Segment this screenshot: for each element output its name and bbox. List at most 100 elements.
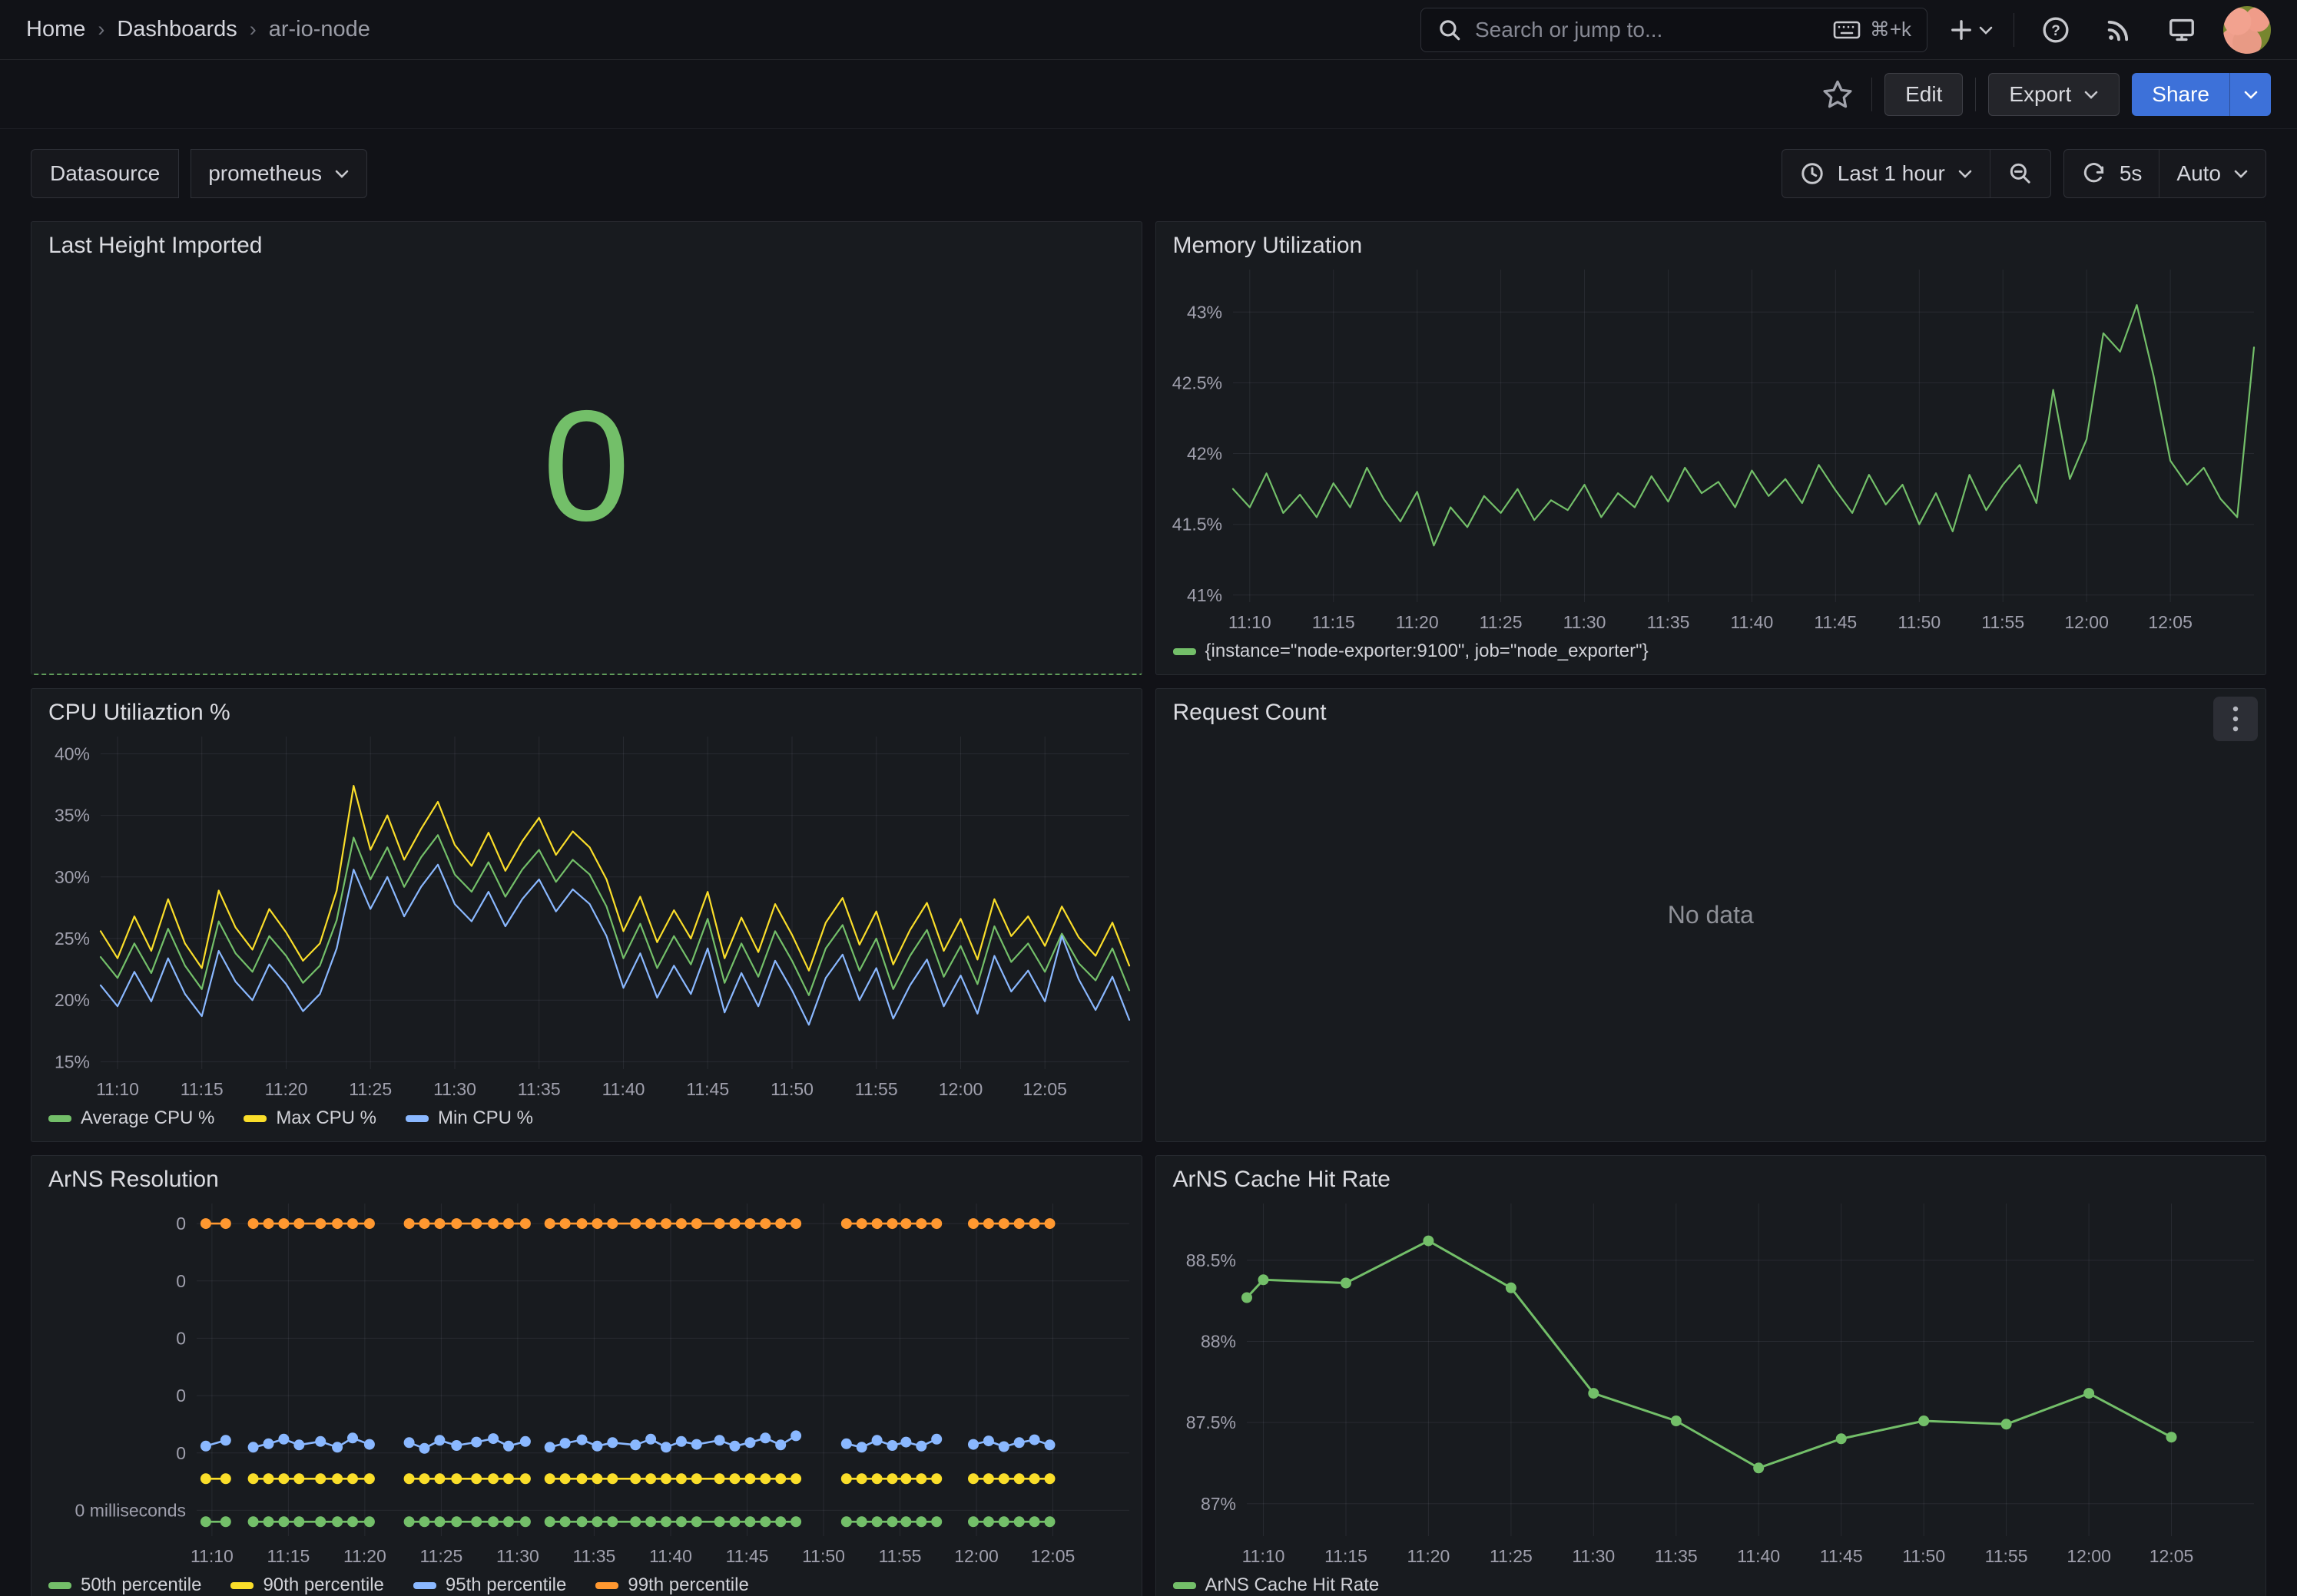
panel-title[interactable]: ArNS Cache Hit Rate (1173, 1167, 1390, 1193)
svg-text:25%: 25% (55, 929, 90, 949)
cpu-chart[interactable]: 11:1011:1511:2011:2511:3011:3511:4011:45… (31, 729, 1142, 1104)
svg-text:11:35: 11:35 (518, 1079, 561, 1099)
share-menu-button[interactable] (2229, 73, 2271, 116)
breadcrumb-separator: › (250, 18, 257, 41)
svg-text:11:50: 11:50 (802, 1546, 845, 1566)
arns-resolution-chart[interactable]: 11:1011:1511:2011:2511:3011:3511:4011:45… (31, 1196, 1142, 1571)
svg-text:12:05: 12:05 (2149, 1546, 2193, 1566)
legend-item[interactable]: 95th percentile (413, 1574, 566, 1596)
display-button[interactable] (2160, 8, 2203, 51)
svg-text:11:55: 11:55 (855, 1079, 898, 1099)
help-button[interactable]: ? (2034, 8, 2077, 51)
breadcrumb-dashboards[interactable]: Dashboards (117, 17, 237, 42)
refresh-mode-select[interactable]: Auto (2159, 150, 2266, 197)
legend-item[interactable]: 50th percentile (48, 1574, 201, 1596)
panel-header: ArNS Cache Hit Rate (1156, 1156, 2266, 1196)
refresh-button[interactable]: 5s (2064, 150, 2159, 197)
svg-text:41.5%: 41.5% (1172, 515, 1221, 535)
arns-cache-chart[interactable]: 11:1011:1511:2011:2511:3011:3511:4011:45… (1156, 1196, 2266, 1571)
memory-chart[interactable]: 11:1011:1511:2011:2511:3011:3511:4011:45… (1156, 262, 2266, 637)
search-input[interactable]: Search or jump to... ⌘+k (1420, 8, 1927, 52)
refresh-interval-label: 5s (2120, 161, 2143, 186)
breadcrumb-home[interactable]: Home (26, 17, 85, 42)
legend-label: 50th percentile (81, 1574, 201, 1596)
legend-item[interactable]: Max CPU % (244, 1108, 376, 1129)
legend-item[interactable]: Min CPU % (406, 1108, 533, 1129)
zoom-out-button[interactable] (1990, 150, 2050, 197)
time-range-picker[interactable]: Last 1 hour (1782, 150, 1990, 197)
svg-text:12:05: 12:05 (1031, 1546, 1076, 1566)
help-icon: ? (2041, 15, 2070, 45)
search-placeholder: Search or jump to... (1475, 18, 1662, 42)
series-swatch (406, 1115, 429, 1122)
series-swatch (244, 1115, 267, 1122)
datasource-value: prometheus (208, 161, 322, 186)
svg-text:0 milliseconds: 0 milliseconds (75, 1500, 186, 1520)
plus-icon (1947, 16, 1975, 44)
time-range-label: Last 1 hour (1838, 161, 1945, 186)
legend-label: 95th percentile (446, 1574, 566, 1596)
arns-resolution-legend: 50th percentile 90th percentile 95th per… (31, 1571, 1142, 1596)
svg-text:42%: 42% (1186, 444, 1221, 464)
svg-text:12:05: 12:05 (2148, 612, 2193, 632)
panel-title[interactable]: Last Height Imported (48, 233, 262, 259)
svg-text:11:55: 11:55 (1981, 612, 2024, 632)
panel-title[interactable]: CPU Utiliaztion % (48, 700, 230, 726)
panel-last-height-imported: Last Height Imported 0 (31, 221, 1142, 675)
svg-text:87.5%: 87.5% (1185, 1412, 1235, 1432)
variable-controls: Datasource prometheus (31, 149, 367, 198)
svg-text:0: 0 (176, 1214, 186, 1233)
svg-text:?: ? (2051, 23, 2060, 39)
svg-text:11:25: 11:25 (349, 1079, 392, 1099)
legend-item[interactable]: Average CPU % (48, 1108, 214, 1129)
panel-grid: Last Height Imported 0 Memory Utilizatio… (31, 221, 2266, 1596)
chevron-down-icon (1957, 168, 1973, 179)
monitor-icon (2167, 15, 2196, 45)
legend-item[interactable]: {instance="node-exporter:9100", job="nod… (1173, 641, 1649, 662)
chevron-down-icon (334, 168, 350, 179)
svg-text:11:20: 11:20 (1395, 612, 1438, 632)
legend-item[interactable]: ArNS Cache Hit Rate (1173, 1574, 1380, 1596)
datasource-select[interactable]: prometheus (191, 149, 367, 198)
top-nav-bar: Home › Dashboards › ar-io-node Search or… (0, 0, 2297, 60)
dashboard-action-bar: Edit Export Share (0, 60, 2297, 129)
legend-label: ArNS Cache Hit Rate (1205, 1574, 1380, 1596)
share-button[interactable]: Share (2132, 73, 2229, 116)
svg-text:11:35: 11:35 (572, 1546, 615, 1566)
search-icon (1437, 17, 1463, 43)
panel-title[interactable]: Memory Utilization (1173, 233, 1363, 259)
svg-text:11:50: 11:50 (1902, 1546, 1945, 1566)
svg-text:11:45: 11:45 (1819, 1546, 1862, 1566)
svg-text:11:15: 11:15 (181, 1079, 224, 1099)
export-button-label: Export (2009, 82, 2071, 107)
svg-text:42.5%: 42.5% (1172, 373, 1221, 392)
add-new-button[interactable] (1947, 16, 1994, 44)
edit-button[interactable]: Edit (1884, 73, 1963, 116)
panel-menu-button[interactable] (2213, 697, 2258, 741)
svg-text:11:20: 11:20 (1407, 1546, 1450, 1566)
legend-item[interactable]: 90th percentile (230, 1574, 383, 1596)
legend-item[interactable]: 99th percentile (595, 1574, 748, 1596)
svg-text:11:15: 11:15 (1311, 612, 1354, 632)
panel-title[interactable]: ArNS Resolution (48, 1167, 219, 1193)
dashboard-controls: Datasource prometheus Last 1 hour (0, 149, 2297, 198)
svg-text:11:30: 11:30 (433, 1079, 476, 1099)
svg-text:12:00: 12:00 (954, 1546, 999, 1566)
no-data-message: No data (1156, 689, 2266, 1141)
svg-text:43%: 43% (1186, 302, 1221, 322)
svg-text:11:25: 11:25 (419, 1546, 462, 1566)
svg-text:11:50: 11:50 (771, 1079, 814, 1099)
kebab-menu-icon (2231, 704, 2240, 734)
news-button[interactable] (2097, 8, 2140, 51)
zoom-out-icon (2007, 161, 2033, 187)
user-avatar[interactable] (2223, 6, 2271, 54)
star-icon (1821, 78, 1855, 111)
favorite-button[interactable] (1816, 73, 1859, 116)
keyboard-icon (1833, 18, 1861, 41)
chevron-down-icon (2243, 89, 2259, 100)
series-swatch (48, 1115, 71, 1122)
svg-text:0: 0 (176, 1443, 186, 1463)
svg-text:11:30: 11:30 (496, 1546, 539, 1566)
export-button[interactable]: Export (1988, 73, 2120, 116)
svg-text:11:10: 11:10 (1241, 1546, 1284, 1566)
